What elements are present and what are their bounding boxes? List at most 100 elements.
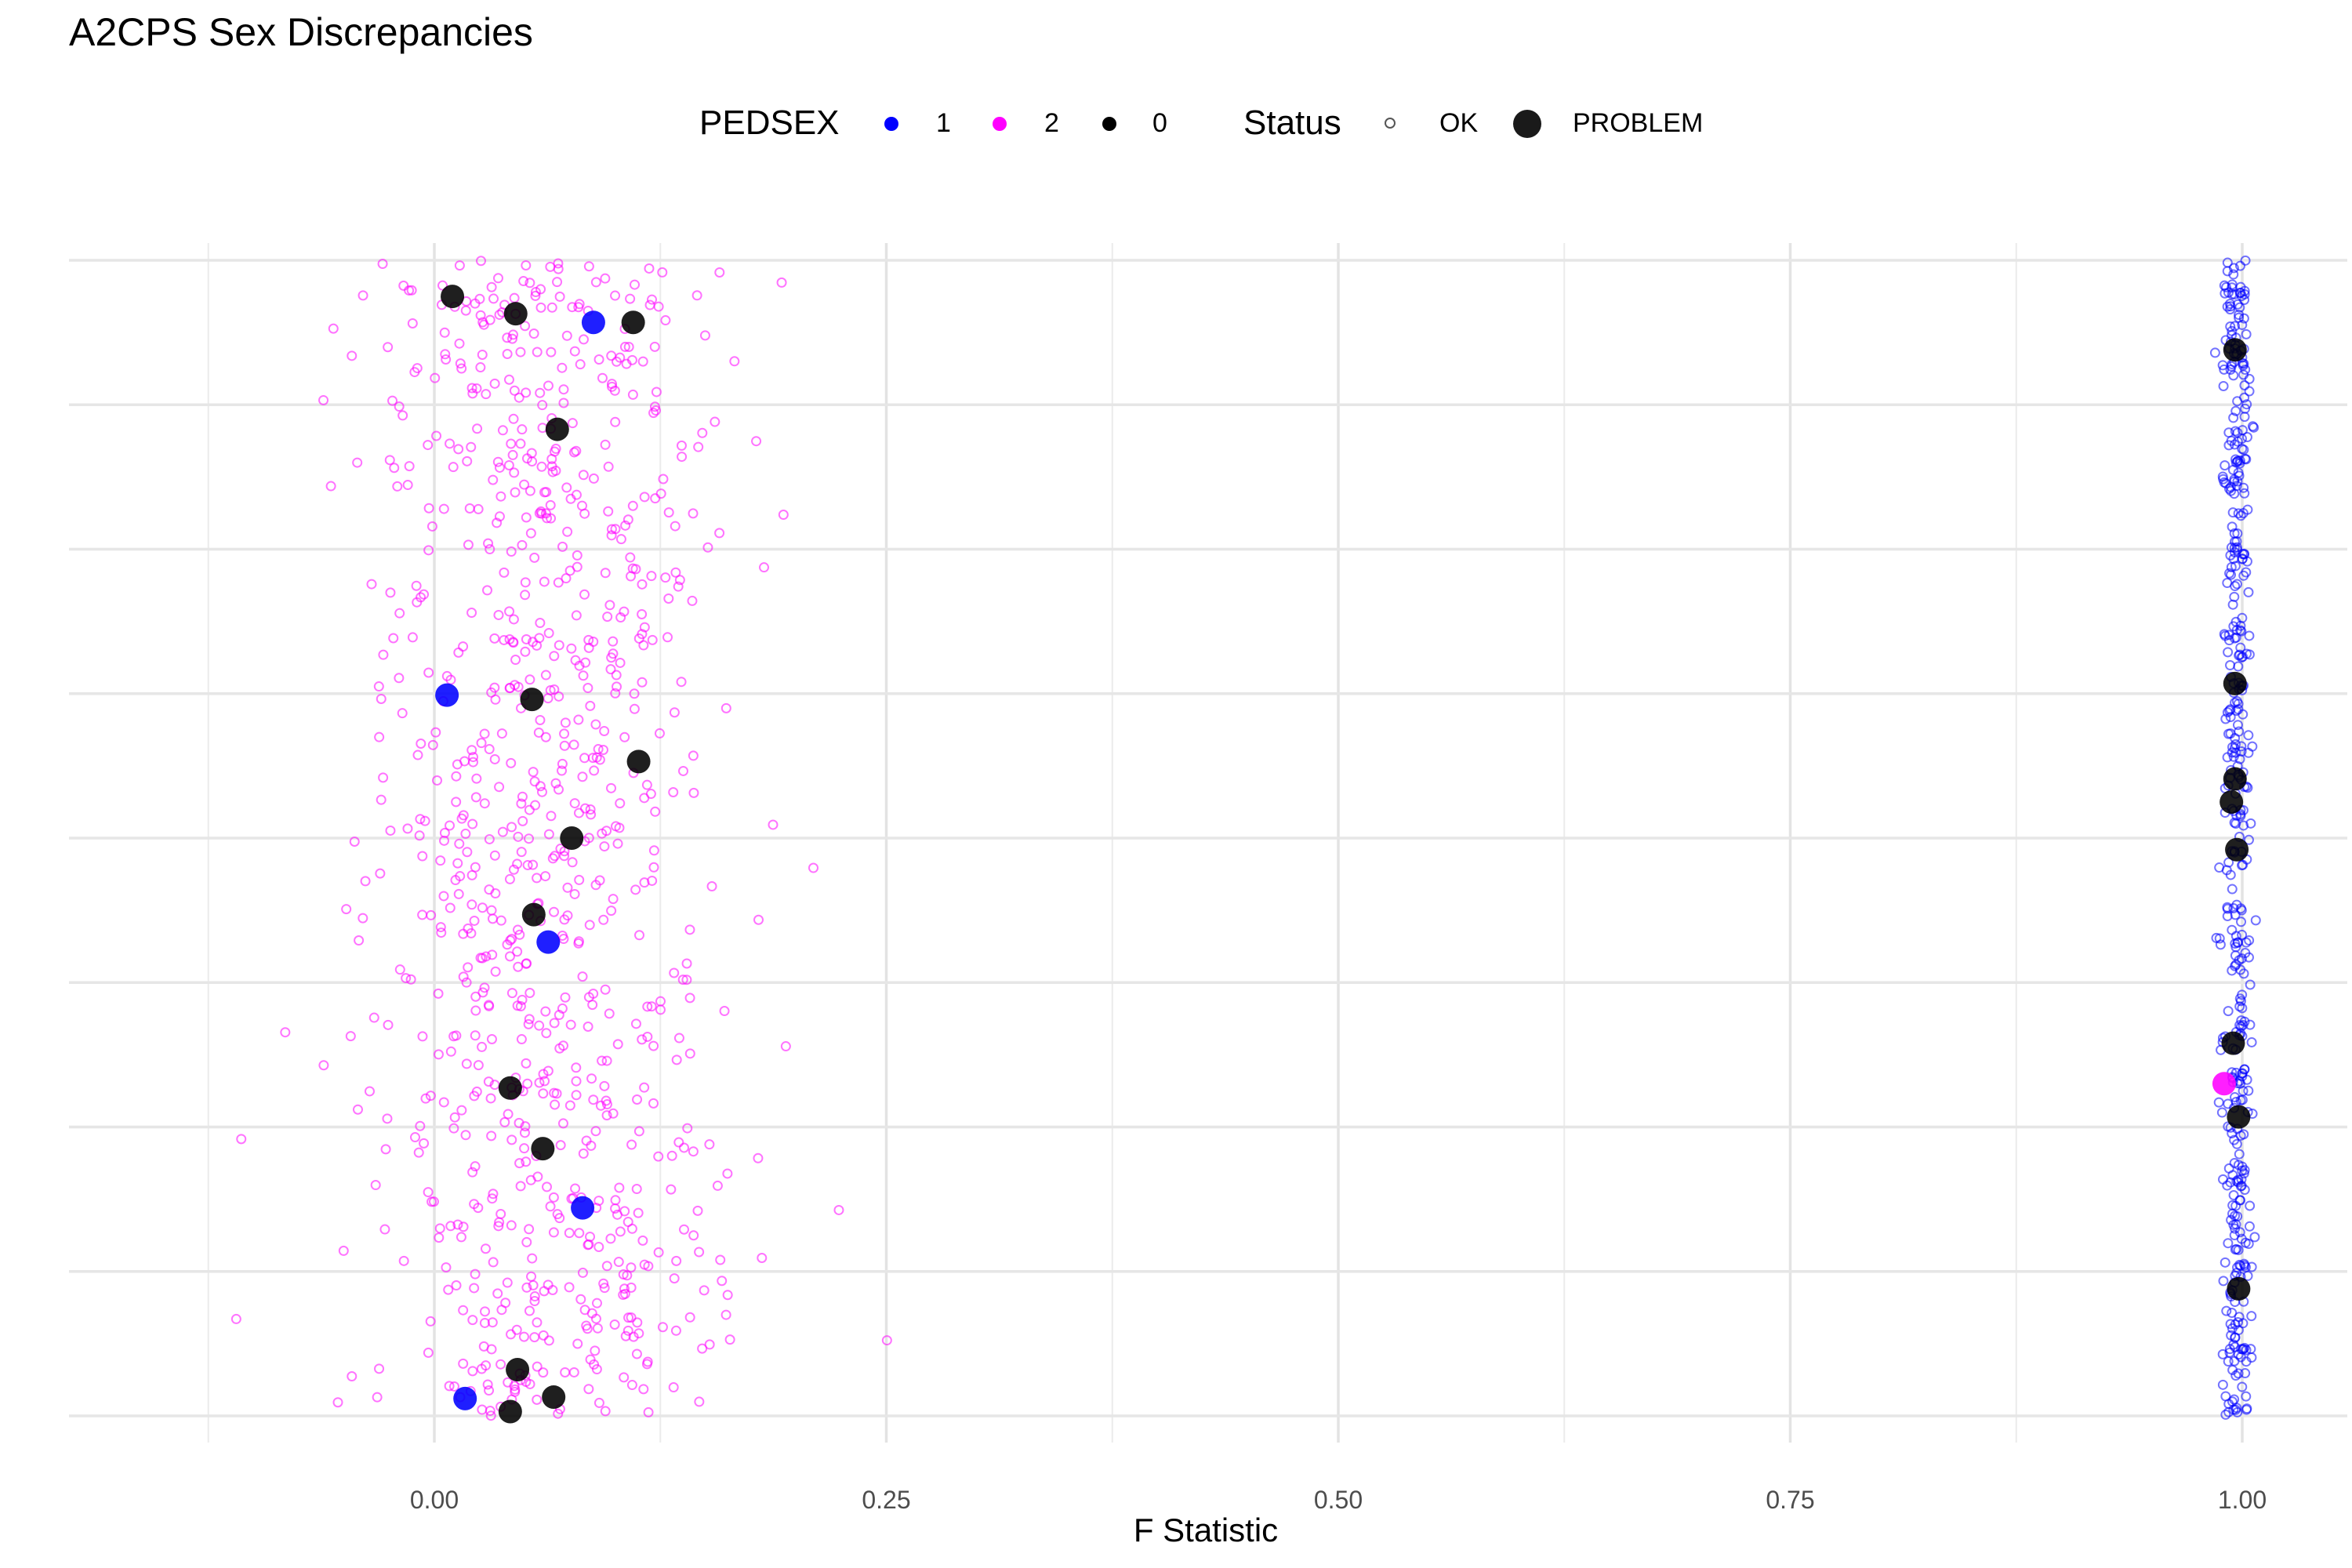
ok-point <box>364 1086 375 1097</box>
ok-point <box>494 1217 505 1228</box>
ok-point <box>637 1034 648 1045</box>
ok-point <box>318 394 329 405</box>
ok-point <box>579 803 590 814</box>
ok-point <box>808 862 818 873</box>
ok-point <box>441 1262 452 1273</box>
ok-point <box>600 568 611 579</box>
ok-point <box>2233 1160 2244 1171</box>
ok-point <box>642 1356 653 1367</box>
ok-point <box>417 1031 428 1042</box>
ok-point <box>515 347 526 358</box>
ok-point <box>660 572 671 583</box>
ok-point <box>647 634 658 645</box>
ok-point <box>2227 1307 2238 1318</box>
ok-point <box>517 424 528 435</box>
x-tick-label: 0.00 <box>410 1486 459 1514</box>
ok-point <box>512 946 523 957</box>
ok-point <box>588 1094 599 1105</box>
ok-point <box>601 1055 612 1066</box>
ok-point <box>620 1330 631 1341</box>
ok-point <box>415 814 426 825</box>
ok-point <box>669 707 680 718</box>
ok-point <box>352 457 363 468</box>
ok-point <box>486 1033 497 1044</box>
ok-point <box>2235 996 2246 1007</box>
ok-point <box>560 992 571 1003</box>
ok-point <box>2227 1364 2238 1375</box>
ok-point <box>548 1192 559 1203</box>
ok-point <box>443 1284 454 1295</box>
ok-point <box>318 1060 329 1071</box>
ok-point <box>417 909 428 920</box>
ok-point <box>681 958 692 969</box>
ok-point <box>2234 302 2245 313</box>
ok-point <box>524 1014 535 1025</box>
ok-point <box>641 779 652 790</box>
ok-point <box>687 595 698 606</box>
ok-point <box>454 838 465 849</box>
ok-point <box>535 618 546 629</box>
ok-point <box>433 1049 444 1060</box>
ok-point <box>461 1058 472 1069</box>
ok-point <box>780 1041 791 1052</box>
ok-point <box>569 346 580 357</box>
ok-point <box>553 577 564 588</box>
ok-point <box>407 318 418 328</box>
ok-point <box>600 273 611 284</box>
ok-point <box>660 315 671 326</box>
ok-point <box>601 1261 612 1272</box>
ok-point <box>506 1329 517 1340</box>
ok-point <box>389 463 400 474</box>
ok-point <box>546 454 557 465</box>
ok-point <box>722 1290 733 1301</box>
ok-point <box>420 1093 431 1104</box>
ok-point <box>653 1151 664 1162</box>
ok-point <box>503 1109 514 1120</box>
ok-point <box>477 1041 488 1052</box>
ok-point <box>2244 935 2255 946</box>
ok-point <box>529 552 540 563</box>
ok-point <box>352 1104 363 1115</box>
ok-point <box>670 567 681 578</box>
ok-point <box>484 833 495 844</box>
ok-point <box>729 356 740 367</box>
ok-point <box>230 1313 241 1324</box>
ok-point <box>516 798 527 809</box>
ok-point <box>506 1134 517 1145</box>
ok-point <box>458 1358 469 1369</box>
ok-point <box>768 819 779 830</box>
ok-point <box>567 418 578 429</box>
ok-point <box>394 608 405 619</box>
ok-point <box>673 581 684 592</box>
ok-point <box>490 694 501 705</box>
ok-point <box>528 859 539 870</box>
ok-point <box>2238 820 2249 831</box>
ok-point <box>514 392 524 403</box>
ok-point <box>534 1020 545 1031</box>
ok-point <box>539 487 550 498</box>
ok-point <box>2238 859 2249 870</box>
ok-point <box>521 1282 532 1293</box>
ok-point <box>548 1227 559 1238</box>
ok-point <box>2219 477 2230 488</box>
ok-point <box>535 781 546 792</box>
ok-point <box>450 875 461 886</box>
ok-point <box>438 503 449 514</box>
ok-point <box>2218 380 2229 391</box>
ok-point <box>2235 642 2246 653</box>
ok-point <box>508 329 519 340</box>
ok-point <box>561 482 572 493</box>
ok-point <box>648 1098 659 1109</box>
ok-point <box>644 299 655 310</box>
ok-point <box>598 914 609 925</box>
ok-point <box>608 648 619 659</box>
ok-point <box>325 481 336 492</box>
ok-point <box>645 789 656 800</box>
ok-point <box>2242 504 2253 515</box>
ok-point <box>441 354 452 365</box>
ok-point <box>533 727 544 738</box>
ok-point <box>540 670 551 681</box>
ok-point <box>347 350 358 361</box>
problem-point <box>560 826 584 850</box>
ok-point <box>682 1123 693 1134</box>
